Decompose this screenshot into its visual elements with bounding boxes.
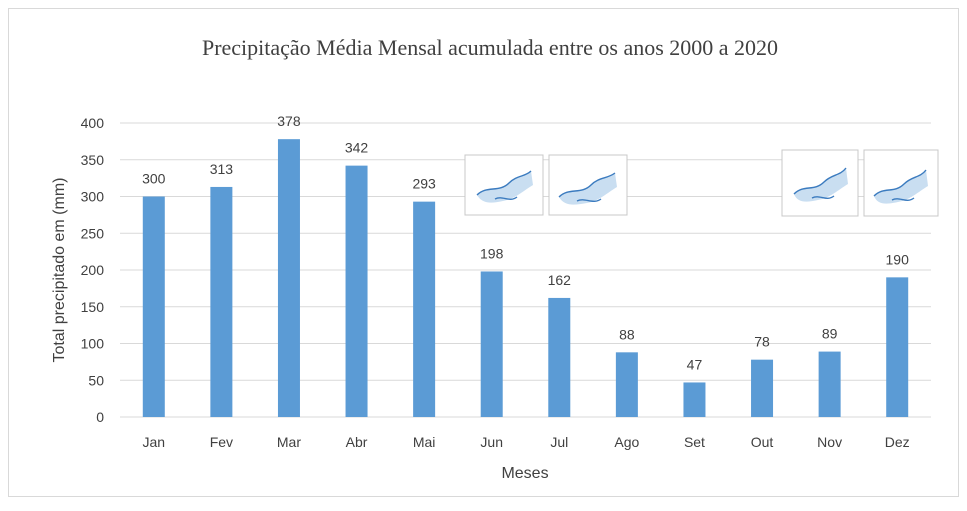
x-tick-label: Mar — [277, 434, 301, 450]
x-tick-label: Set — [684, 434, 705, 450]
y-axis-ticks: 0 50 100 150 200 250 300 350 400 — [81, 115, 105, 425]
data-label: 162 — [548, 272, 572, 288]
y-tick-label: 150 — [81, 299, 105, 315]
data-label: 88 — [619, 326, 635, 342]
bar-dez — [886, 277, 909, 417]
data-label: 300 — [142, 171, 166, 187]
data-label: 198 — [480, 245, 504, 261]
data-labels: 300 313 378 342 293 198 162 88 47 78 89 190 — [142, 113, 909, 372]
map-thumbnail — [464, 154, 544, 216]
map-thumbnail — [863, 149, 939, 217]
map-thumbnail — [781, 149, 859, 217]
x-tick-label: Nov — [817, 434, 842, 450]
y-tick-label: 400 — [81, 115, 105, 131]
y-tick-label: 200 — [81, 262, 105, 278]
bar-mar — [277, 139, 300, 418]
x-tick-label: Jun — [480, 434, 503, 450]
x-axis-label: Meses — [501, 465, 548, 482]
y-tick-label: 0 — [96, 409, 104, 425]
x-tick-label: Out — [751, 434, 774, 450]
x-tick-label: Ago — [614, 434, 639, 450]
bar-mai — [413, 201, 436, 417]
x-tick-label: Mai — [413, 434, 436, 450]
bar-abr — [345, 165, 368, 417]
data-label: 78 — [754, 334, 770, 350]
bar-jan — [142, 196, 165, 417]
bars — [142, 139, 909, 418]
x-tick-label: Jan — [143, 434, 166, 450]
x-tick-label: Abr — [346, 434, 368, 450]
bar-fev — [210, 186, 233, 417]
y-axis-label: Total precipitado em (mm) — [51, 178, 68, 363]
chart-title: Precipitação Média Mensal acumulada entr… — [202, 35, 778, 60]
y-tick-label: 350 — [81, 152, 105, 168]
bar-ago — [615, 352, 638, 417]
data-label: 89 — [822, 326, 838, 342]
y-tick-label: 250 — [81, 225, 105, 241]
data-label: 313 — [210, 161, 234, 177]
y-tick-label: 100 — [81, 336, 105, 352]
bar-set — [683, 382, 706, 417]
x-tick-label: Dez — [885, 434, 910, 450]
data-label: 293 — [412, 176, 436, 192]
bar-jul — [548, 297, 571, 417]
data-label: 378 — [277, 113, 301, 129]
bar-jun — [480, 271, 503, 417]
data-label: 190 — [886, 251, 910, 267]
x-tick-label: Jul — [550, 434, 568, 450]
y-tick-label: 50 — [88, 372, 104, 388]
y-tick-label: 300 — [81, 189, 105, 205]
bar-nov — [818, 351, 841, 417]
bar-out — [751, 359, 774, 417]
data-label: 342 — [345, 140, 369, 156]
map-thumbnail — [548, 154, 628, 216]
data-label: 47 — [687, 356, 703, 372]
x-axis-ticks: Jan Fev Mar Abr Mai Jun Jul Ago Set Out Nov Dez — [143, 434, 910, 450]
x-tick-label: Fev — [210, 434, 233, 450]
